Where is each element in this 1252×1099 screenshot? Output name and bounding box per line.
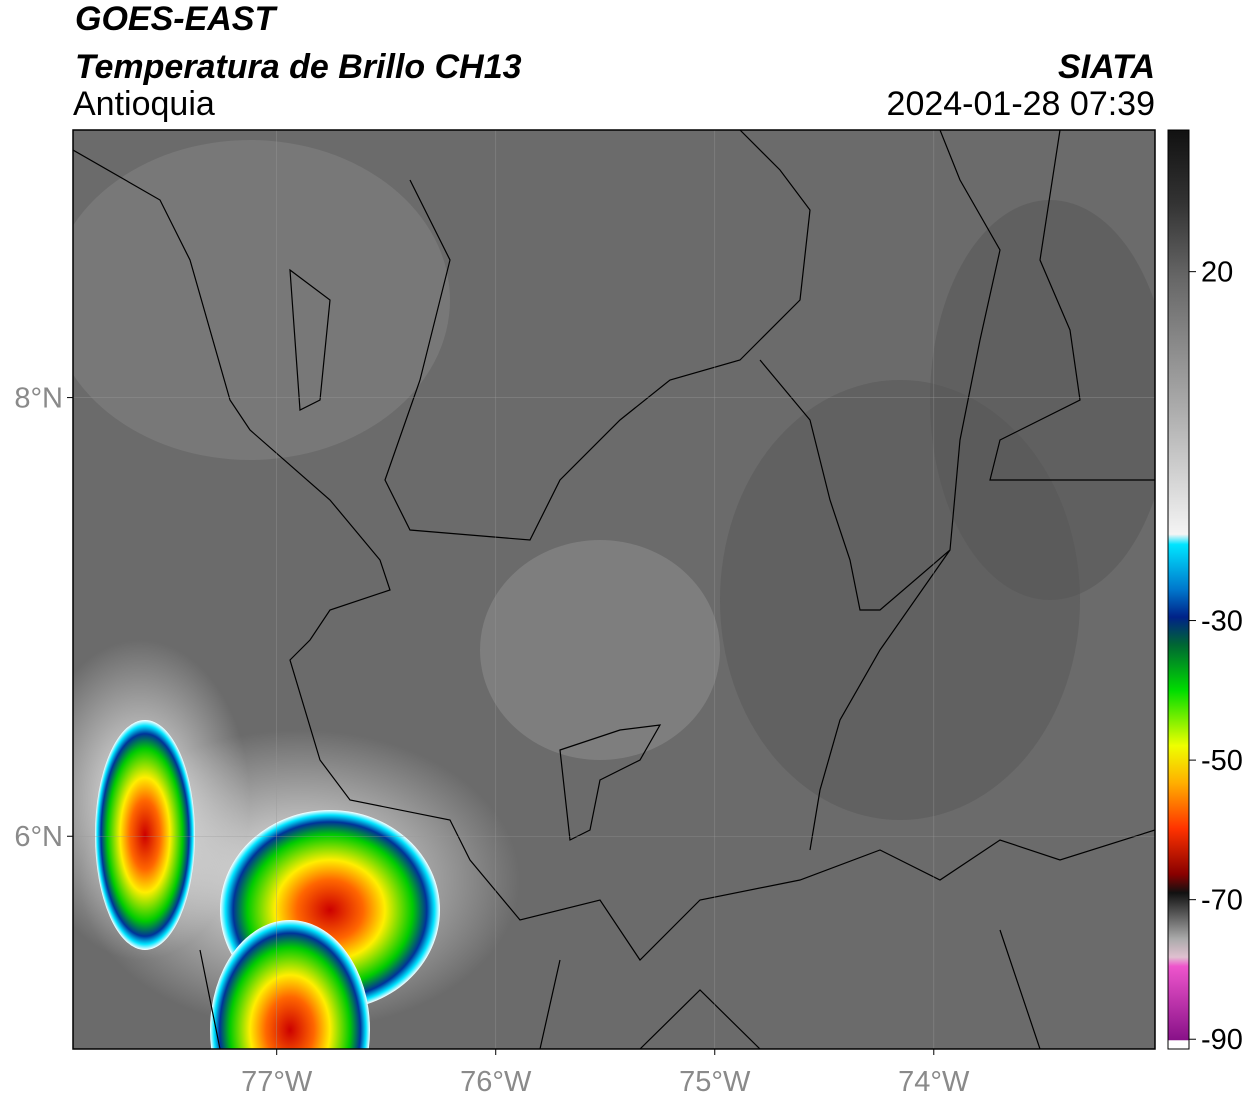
lat-tick-label: 6°N <box>14 821 63 853</box>
source: SIATA <box>1058 48 1155 86</box>
graticule <box>73 130 1155 1049</box>
colorbar-tick-label: -70 <box>1201 885 1243 917</box>
subtitle: Temperatura de Brillo CH13 <box>75 48 522 86</box>
colorbar-tick-label: -30 <box>1201 606 1243 638</box>
colorbar-tick-label: 20 <box>1201 257 1233 289</box>
lat-tick-label: 8°N <box>14 383 63 415</box>
colorbar-tick-label: -50 <box>1201 745 1243 777</box>
lon-tick-label: 76°W <box>460 1066 532 1098</box>
satellite-image <box>73 130 1155 1049</box>
colorbar <box>1167 129 1190 1050</box>
region: Antioquia <box>73 85 215 123</box>
map-frame <box>72 129 1156 1050</box>
colorbar-tick-label: -90 <box>1201 1024 1243 1056</box>
lon-tick-label: 75°W <box>679 1066 751 1098</box>
title: GOES-EAST <box>75 0 278 38</box>
lon-tick-label: 74°W <box>898 1066 970 1098</box>
lon-tick-label: 77°W <box>241 1066 313 1098</box>
datetime: 2024-01-28 07:39 <box>887 85 1155 123</box>
